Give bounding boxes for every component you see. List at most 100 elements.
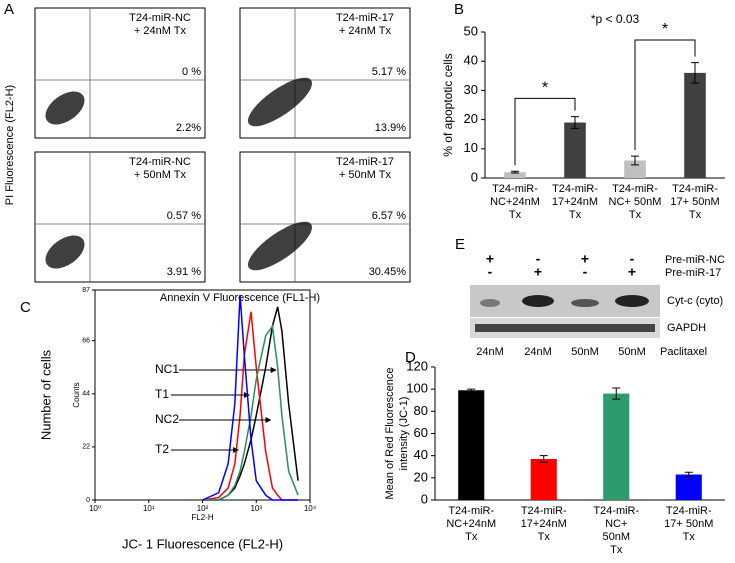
dose-label: 50nM (571, 346, 599, 358)
x-tick-label: NC+24nM (490, 196, 540, 208)
band-label: Cyt-c (cyto) (667, 295, 723, 307)
plot-title: + 50nM Tx (134, 169, 187, 181)
series-line (202, 311, 299, 501)
x-tick-label: NC+ (605, 518, 627, 530)
plot-frame (34, 7, 206, 139)
treatment-mark: - (488, 264, 493, 280)
inner-x-label: FL2-H (191, 513, 213, 522)
plot-title: T24-miR-NC (129, 12, 191, 24)
panel-label: D (405, 349, 416, 366)
y-tick-label: 80 (414, 403, 428, 418)
x-tick-label: NC+24nM (446, 518, 496, 530)
quadrant-value: 13.9% (375, 122, 406, 134)
x-tick-label: 17+24nM (552, 196, 598, 208)
panel-label: E (455, 236, 465, 253)
plot-title: T24-miR-17 (336, 156, 394, 168)
x-tick-label: T24-miR- (552, 183, 598, 195)
y-tick-label: 100 (406, 381, 428, 396)
annotation: * (542, 80, 548, 97)
series-annotation: NC2 (155, 412, 179, 426)
y-tick-label: 87 (82, 287, 90, 294)
panel-label: C (20, 299, 31, 316)
bar (624, 160, 646, 178)
x-tick-label: T24-miR- (492, 183, 538, 195)
x-tick-label: 17+ 50nM (670, 196, 719, 208)
plot-title: + 24nM Tx (339, 25, 392, 37)
x-tick-label: 10¹ (143, 504, 155, 513)
x-tick-label: Tx (689, 209, 702, 221)
y-tick-label: 0 (86, 497, 90, 504)
y-tick-label: 60 (414, 425, 428, 440)
row-label: Pre-miR-17 (665, 267, 721, 279)
y-tick-label: 22 (82, 444, 90, 451)
y-axis-label: Number of cells (38, 349, 53, 440)
x-tick-label: T24-miR- (612, 183, 658, 195)
y-axis-label: Mean of Red Fluorescence (384, 367, 396, 499)
treatment-mark: - (536, 251, 541, 267)
y-tick-label: 10 (464, 140, 478, 155)
dot-cloud (45, 91, 85, 125)
y-tick-label: 20 (464, 111, 478, 126)
quadrant-value: 3.91 % (167, 266, 201, 278)
band-label: GAPDH (667, 322, 706, 334)
annotation: *p < 0.03 (591, 12, 640, 26)
y-tick-label: 0 (471, 169, 478, 184)
x-tick-label: 10³ (250, 504, 262, 513)
plot-frame (239, 151, 411, 283)
x-tick-label: T24-miR- (593, 505, 639, 517)
x-tick-label: 10⁰ (89, 504, 101, 513)
bar (684, 72, 706, 178)
x-tick-label: T24-miR- (448, 505, 494, 517)
error-bar (571, 116, 579, 129)
series-line (202, 324, 299, 501)
band (571, 299, 599, 307)
x-tick-label: T24-miR- (672, 183, 718, 195)
x-tick-label: Tx (610, 544, 623, 556)
significance-bracket (634, 39, 696, 151)
bar (458, 390, 485, 500)
x-tick-label: T24-miR- (666, 505, 712, 517)
bar (530, 458, 557, 500)
significance-bracket (514, 97, 576, 166)
x-tick-label: Tx (509, 209, 522, 221)
treatment-mark: + (628, 264, 636, 280)
panel-label: B (454, 1, 464, 18)
error-bar (467, 388, 476, 392)
quadrant-value: 2.2% (176, 122, 201, 134)
bar (504, 172, 526, 178)
series-line (202, 306, 299, 501)
plot-title: + 50nM Tx (339, 169, 392, 181)
inner-y-label: Counts (72, 382, 81, 407)
plot-title: T24-miR-17 (336, 12, 394, 24)
annotation: * (662, 21, 668, 38)
dose-label: 50nM (618, 346, 646, 358)
error-bar (511, 170, 519, 174)
x-tick-label: 17+24nM (521, 518, 567, 530)
dot-cloud (247, 77, 313, 127)
quadrant-value: 0.57 % (167, 210, 201, 222)
y-axis-label: intensity (JC-1) (398, 397, 410, 471)
quadrant-value: 6.57 % (372, 210, 406, 222)
error-bar (691, 62, 699, 84)
treatment-mark: + (534, 264, 542, 280)
band (615, 295, 649, 307)
x-tick-label: Tx (683, 531, 696, 543)
y-tick-label: 0 (421, 491, 428, 506)
x-tick-label: Tx (465, 531, 478, 543)
dot-cloud (247, 221, 313, 271)
x-tick-label: 17+ 50nM (664, 518, 713, 530)
series-annotation: T2 (155, 442, 169, 456)
x-tick-label: NC+ 50nM (609, 196, 662, 208)
y-tick-label: 50 (464, 23, 478, 38)
error-bar (631, 155, 639, 166)
treatment-mark: - (583, 264, 588, 280)
y-tick-label: 66 (82, 338, 90, 345)
x-tick-label: Tx (569, 209, 582, 221)
plot-title: + 24nM Tx (134, 25, 187, 37)
y-tick-label: 120 (406, 358, 428, 373)
y-tick-label: 44 (82, 391, 90, 398)
x-axis-label: JC- 1 Fluorescence (FL2-H) (122, 536, 283, 551)
plot-frame (34, 151, 206, 283)
x-tick-label: 50nM (602, 531, 630, 543)
